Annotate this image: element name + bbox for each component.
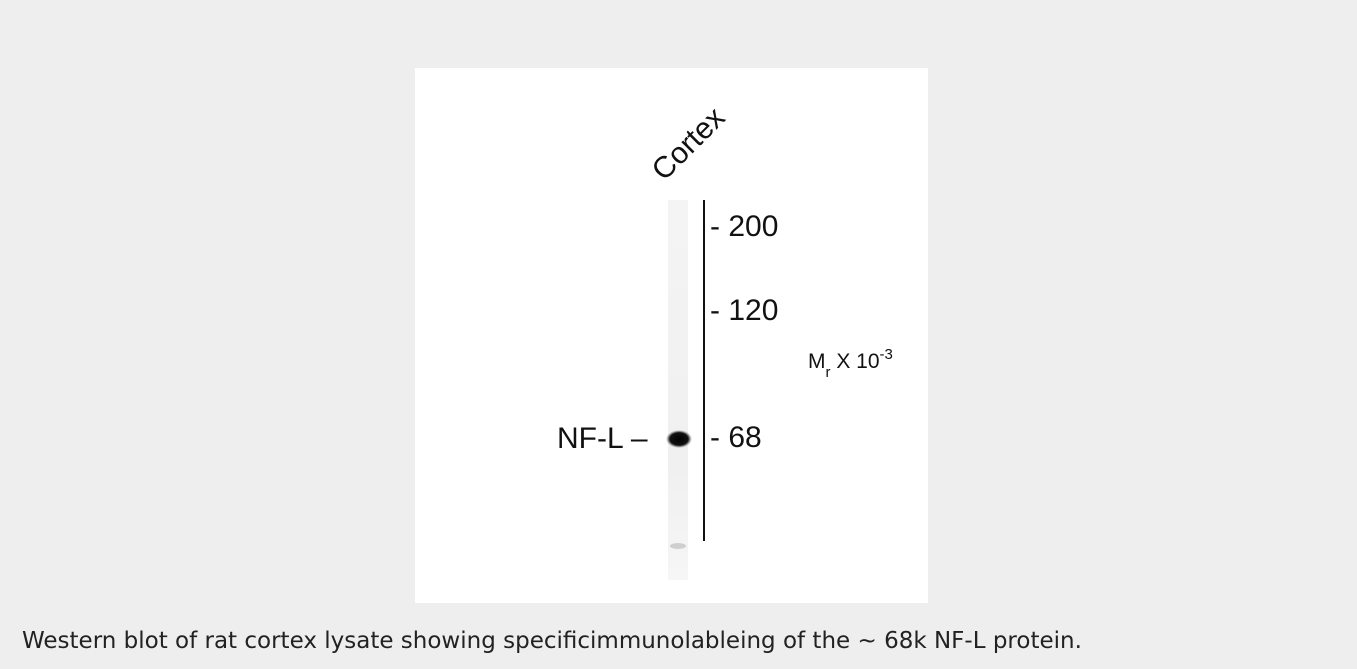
band-label: NF-L –	[557, 422, 648, 455]
axis-label-sup: -3	[880, 346, 893, 363]
band	[666, 430, 692, 448]
marker-label: - 120	[710, 294, 778, 327]
figure: Cortex - 200 - 120 - 68 NF-L – Mr X 10-3	[0, 0, 1357, 669]
axis-label-middle: X 10	[831, 350, 880, 373]
caption: Western blot of rat cortex lysate showin…	[22, 628, 1082, 654]
axis-label-base: M	[808, 350, 826, 373]
lane	[668, 200, 688, 580]
page: Cortex - 200 - 120 - 68 NF-L – Mr X 10-3…	[0, 0, 1357, 669]
band-faint	[670, 543, 686, 549]
marker-label: - 200	[710, 210, 778, 243]
marker-label: - 68	[710, 421, 762, 454]
